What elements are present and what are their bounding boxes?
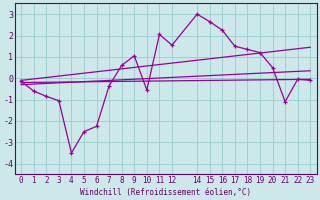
X-axis label: Windchill (Refroidissement éolien,°C): Windchill (Refroidissement éolien,°C) — [80, 188, 251, 197]
